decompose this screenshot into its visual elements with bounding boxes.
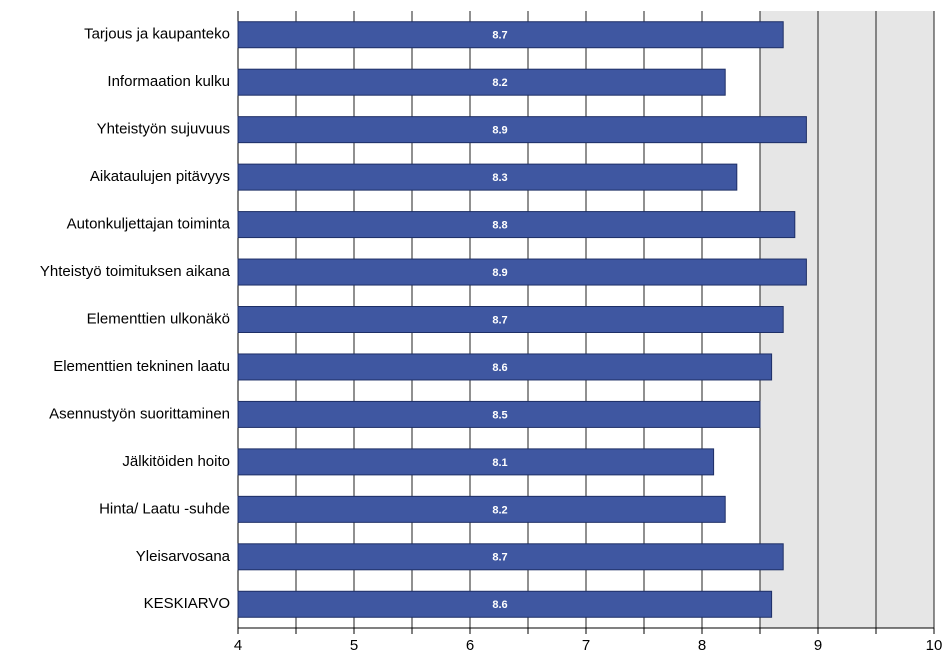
bar <box>237 211 796 239</box>
x-tick-label: 8 <box>698 637 706 654</box>
bar <box>237 400 761 428</box>
y-tick-label: Autonkuljettajan toiminta <box>67 216 231 233</box>
y-tick-label: Elementtien ulkonäkö <box>87 310 230 327</box>
value-label: 8.6 <box>492 362 507 374</box>
y-tick-label: Yhteistyön sujuvuus <box>97 121 230 138</box>
value-label: 8.9 <box>492 125 507 137</box>
x-tick-label: 6 <box>466 637 474 654</box>
y-tick-label: Jälkitöiden hoito <box>122 453 230 470</box>
value-label: 8.6 <box>492 599 507 611</box>
value-label: 8.8 <box>492 219 507 231</box>
value-label: 8.1 <box>492 457 507 469</box>
y-tick-label: Hinta/ Laatu -suhde <box>99 500 230 517</box>
bar <box>237 21 784 49</box>
value-label: 8.2 <box>492 504 507 516</box>
x-tick-label: 10 <box>926 637 943 654</box>
bar <box>237 448 715 476</box>
value-label: 8.7 <box>492 314 507 326</box>
bar <box>237 590 773 618</box>
x-tick-label: 7 <box>582 637 590 654</box>
bar <box>237 163 738 191</box>
x-tick-label: 4 <box>234 637 242 654</box>
y-tick-label: Elementtien tekninen laatu <box>53 358 230 375</box>
value-label: 8.3 <box>492 172 507 184</box>
bar <box>237 306 784 333</box>
bar <box>237 68 726 96</box>
highlight-region <box>760 11 934 628</box>
bar <box>237 495 726 523</box>
value-label: 8.9 <box>492 267 507 279</box>
value-label: 8.7 <box>492 552 507 564</box>
bar <box>237 116 807 144</box>
x-tick-label: 5 <box>350 637 358 654</box>
y-tick-label: Tarjous ja kaupanteko <box>84 26 230 43</box>
value-label: 8.7 <box>492 30 507 42</box>
bar <box>237 258 807 286</box>
value-label: 8.2 <box>492 77 507 89</box>
bar <box>237 543 784 571</box>
bar <box>237 353 773 381</box>
y-tick-label: Yleisarvosana <box>136 548 231 565</box>
x-tick-label: 9 <box>814 637 822 654</box>
value-label: 8.5 <box>492 409 507 421</box>
y-tick-label: Asennustyön suorittaminen <box>49 405 230 422</box>
y-tick-label: Aikataulujen pitävyys <box>90 168 230 185</box>
y-tick-label: Informaation kulku <box>107 73 230 90</box>
y-tick-label: Yhteistyö toimituksen aikana <box>40 263 231 280</box>
y-tick-label: KESKIARVO <box>144 595 230 612</box>
